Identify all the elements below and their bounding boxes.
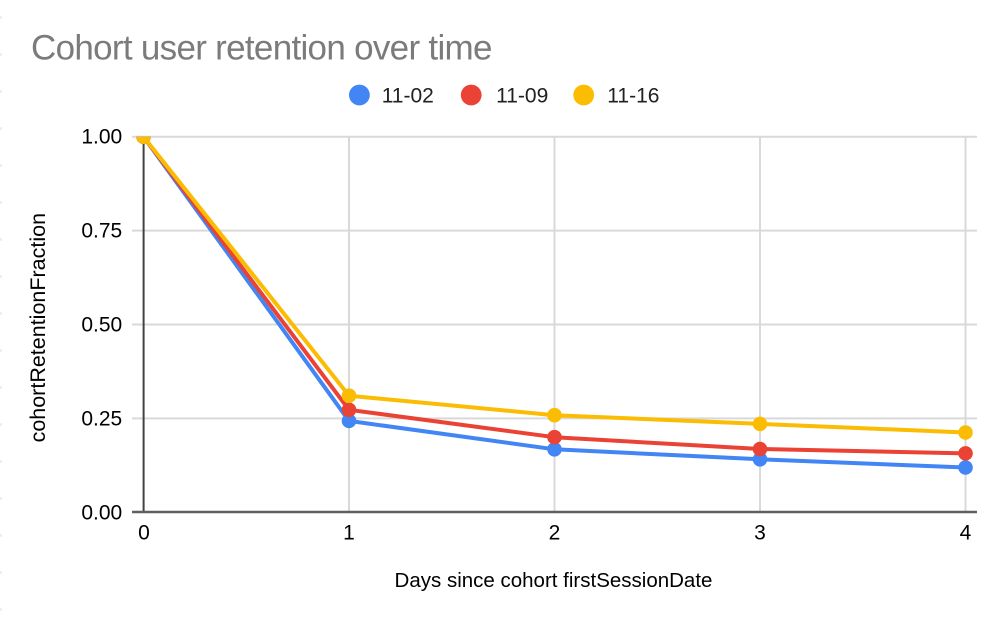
svg-text:0.75: 0.75 bbox=[81, 220, 122, 243]
svg-text:2: 2 bbox=[549, 521, 561, 544]
svg-text:0.50: 0.50 bbox=[81, 314, 122, 337]
svg-text:Cohort user retention over tim: Cohort user retention over time bbox=[31, 29, 492, 68]
svg-text:cohortRetentionFraction: cohortRetentionFraction bbox=[26, 213, 50, 442]
svg-text:1.00: 1.00 bbox=[81, 126, 122, 149]
svg-text:4: 4 bbox=[960, 521, 972, 544]
svg-text:0: 0 bbox=[138, 521, 150, 544]
svg-text:11-16: 11-16 bbox=[607, 84, 659, 107]
svg-text:Days since cohort firstSession: Days since cohort firstSessionDate bbox=[395, 569, 713, 592]
svg-text:0.00: 0.00 bbox=[81, 501, 122, 524]
svg-text:1: 1 bbox=[343, 521, 355, 544]
svg-text:3: 3 bbox=[754, 521, 766, 544]
svg-text:11-09: 11-09 bbox=[496, 84, 548, 107]
svg-text:0.25: 0.25 bbox=[81, 407, 122, 430]
svg-text:11-02: 11-02 bbox=[382, 84, 434, 107]
